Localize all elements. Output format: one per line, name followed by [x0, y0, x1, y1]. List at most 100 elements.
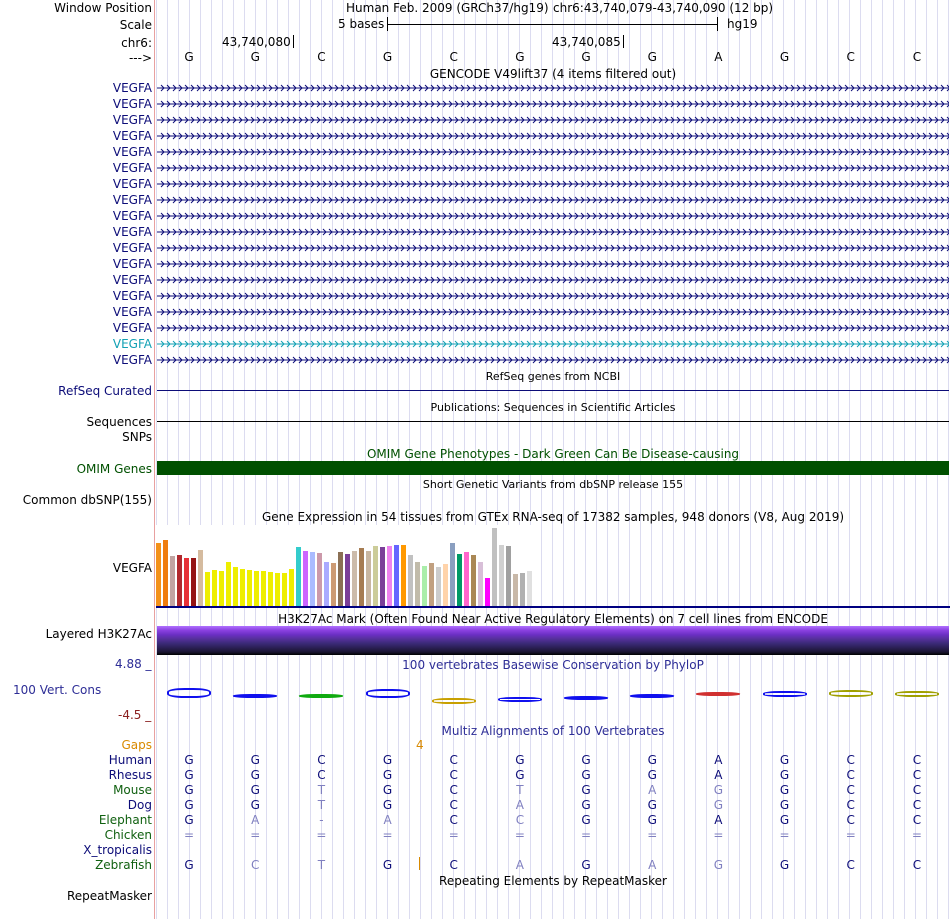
gtex-bar[interactable] — [184, 558, 189, 607]
gencode-title[interactable]: GENCODE V49lift37 (4 items filtered out) — [429, 67, 677, 81]
gencode-transcript[interactable] — [157, 178, 950, 190]
gtex-bar[interactable] — [359, 548, 364, 607]
gtex-bar[interactable] — [422, 566, 427, 607]
gtex-bar[interactable] — [443, 564, 448, 607]
gencode-item-label[interactable]: VEGFA — [112, 97, 152, 111]
gtex-bar[interactable] — [156, 543, 161, 607]
gtex-bar[interactable] — [282, 573, 287, 607]
species-label[interactable]: Human — [108, 753, 152, 767]
gencode-item-label[interactable]: VEGFA — [112, 241, 152, 255]
gencode-item-label[interactable]: VEGFA — [112, 145, 152, 159]
gtex-bar[interactable] — [191, 558, 196, 607]
gtex-bar[interactable] — [324, 562, 329, 607]
gtex-bar[interactable] — [429, 563, 434, 607]
gencode-transcript[interactable] — [157, 226, 950, 238]
repeat-label[interactable]: RepeatMasker — [66, 889, 152, 903]
species-label[interactable]: Zebrafish — [95, 858, 152, 872]
gencode-item-label[interactable]: VEGFA — [112, 177, 152, 191]
gencode-transcript[interactable] — [157, 130, 950, 142]
gtex-bar[interactable] — [317, 553, 322, 607]
gencode-transcript[interactable] — [157, 194, 950, 206]
refseq-label[interactable]: RefSeq Curated — [58, 384, 152, 398]
omim-title[interactable]: OMIM Gene Phenotypes - Dark Green Can Be… — [366, 447, 740, 461]
gtex-bar[interactable] — [450, 543, 455, 607]
gtex-bar[interactable] — [436, 567, 441, 607]
repeat-title[interactable]: Repeating Elements by RepeatMasker — [439, 874, 667, 888]
h3k27-label[interactable]: Layered H3K27Ac — [45, 627, 152, 641]
gencode-item-label[interactable]: VEGFA — [112, 225, 152, 239]
gtex-bar[interactable] — [219, 571, 224, 607]
gencode-transcript[interactable] — [157, 354, 950, 366]
dbsnp-title[interactable]: Short Genetic Variants from dbSNP releas… — [422, 478, 684, 491]
gencode-item-label[interactable]: VEGFA — [112, 305, 152, 319]
gtex-bar[interactable] — [289, 569, 294, 607]
refseq-track[interactable] — [157, 390, 949, 391]
species-label[interactable]: Elephant — [98, 813, 152, 827]
omim-label[interactable]: OMIM Genes — [76, 462, 152, 476]
gtex-bar[interactable] — [520, 573, 525, 607]
h3k27-signal[interactable] — [157, 626, 949, 655]
gencode-item-label[interactable]: VEGFA — [112, 113, 152, 127]
gtex-bar[interactable] — [485, 578, 490, 607]
gencode-item-label[interactable]: VEGFA — [112, 81, 152, 95]
gtex-bar[interactable] — [366, 551, 371, 607]
refseq-title[interactable]: RefSeq genes from NCBI — [485, 370, 621, 383]
gtex-bar[interactable] — [387, 546, 392, 607]
h3k27-title[interactable]: H3K27Ac Mark (Often Found Near Active Re… — [278, 612, 828, 626]
gtex-bar[interactable] — [380, 547, 385, 607]
gencode-item-label[interactable]: VEGFA — [112, 129, 152, 143]
omim-bar[interactable] — [157, 461, 949, 475]
gtex-label[interactable]: VEGFA — [112, 561, 152, 575]
gtex-bar[interactable] — [457, 554, 462, 607]
gtex-bar[interactable] — [464, 552, 469, 607]
gtex-bar-chart[interactable] — [156, 525, 536, 607]
gencode-item-label[interactable]: VEGFA — [112, 257, 152, 271]
pubs-title[interactable]: Publications: Sequences in Scientific Ar… — [430, 401, 676, 414]
gtex-bar[interactable] — [345, 554, 350, 607]
gtex-bar[interactable] — [226, 562, 231, 607]
gencode-item-label[interactable]: VEGFA — [112, 273, 152, 287]
gtex-bar[interactable] — [478, 562, 483, 607]
gtex-bar[interactable] — [401, 545, 406, 607]
gtex-bar[interactable] — [261, 571, 266, 607]
gtex-bar[interactable] — [303, 551, 308, 607]
gencode-transcript[interactable] — [157, 290, 950, 302]
gencode-transcript[interactable] — [157, 162, 950, 174]
species-label[interactable]: Dog — [127, 798, 152, 812]
cons-title[interactable]: 100 vertebrates Basewise Conservation by… — [402, 658, 704, 672]
gtex-bar[interactable] — [177, 555, 182, 607]
gtex-bar[interactable] — [338, 552, 343, 607]
gtex-bar[interactable] — [170, 556, 175, 607]
gencode-transcript[interactable] — [157, 322, 950, 334]
gencode-transcript[interactable] — [157, 146, 950, 158]
gtex-bar[interactable] — [492, 528, 497, 607]
gencode-transcript[interactable] — [157, 242, 950, 254]
gaps-label[interactable]: Gaps — [121, 738, 152, 752]
gtex-bar[interactable] — [415, 562, 420, 607]
gtex-bar[interactable] — [212, 570, 217, 607]
gencode-transcript[interactable] — [157, 82, 950, 94]
gtex-bar[interactable] — [233, 567, 238, 607]
gtex-bar[interactable] — [331, 563, 336, 607]
species-label[interactable]: Rhesus — [108, 768, 152, 782]
gencode-transcript[interactable] — [157, 258, 950, 270]
gencode-transcript[interactable] — [157, 210, 950, 222]
gtex-bar[interactable] — [268, 572, 273, 607]
gtex-bar[interactable] — [205, 572, 210, 607]
gencode-transcript[interactable] — [157, 306, 950, 318]
gtex-bar[interactable] — [373, 546, 378, 607]
gtex-bar[interactable] — [254, 571, 259, 607]
gtex-bar[interactable] — [198, 550, 203, 607]
pubs-label[interactable]: Sequences — [86, 415, 152, 429]
species-label[interactable]: X_tropicalis — [83, 843, 152, 857]
multiz-title[interactable]: Multiz Alignments of 100 Vertebrates — [441, 724, 665, 738]
gtex-bar[interactable] — [163, 540, 168, 607]
gencode-item-label[interactable]: VEGFA — [112, 337, 152, 351]
dbsnp-label[interactable]: Common dbSNP(155) — [22, 493, 152, 507]
gencode-transcript[interactable] — [157, 274, 950, 286]
gtex-bar[interactable] — [527, 571, 532, 607]
pubs-track[interactable] — [157, 421, 949, 422]
gencode-item-label[interactable]: VEGFA — [112, 161, 152, 175]
gtex-bar[interactable] — [513, 574, 518, 607]
